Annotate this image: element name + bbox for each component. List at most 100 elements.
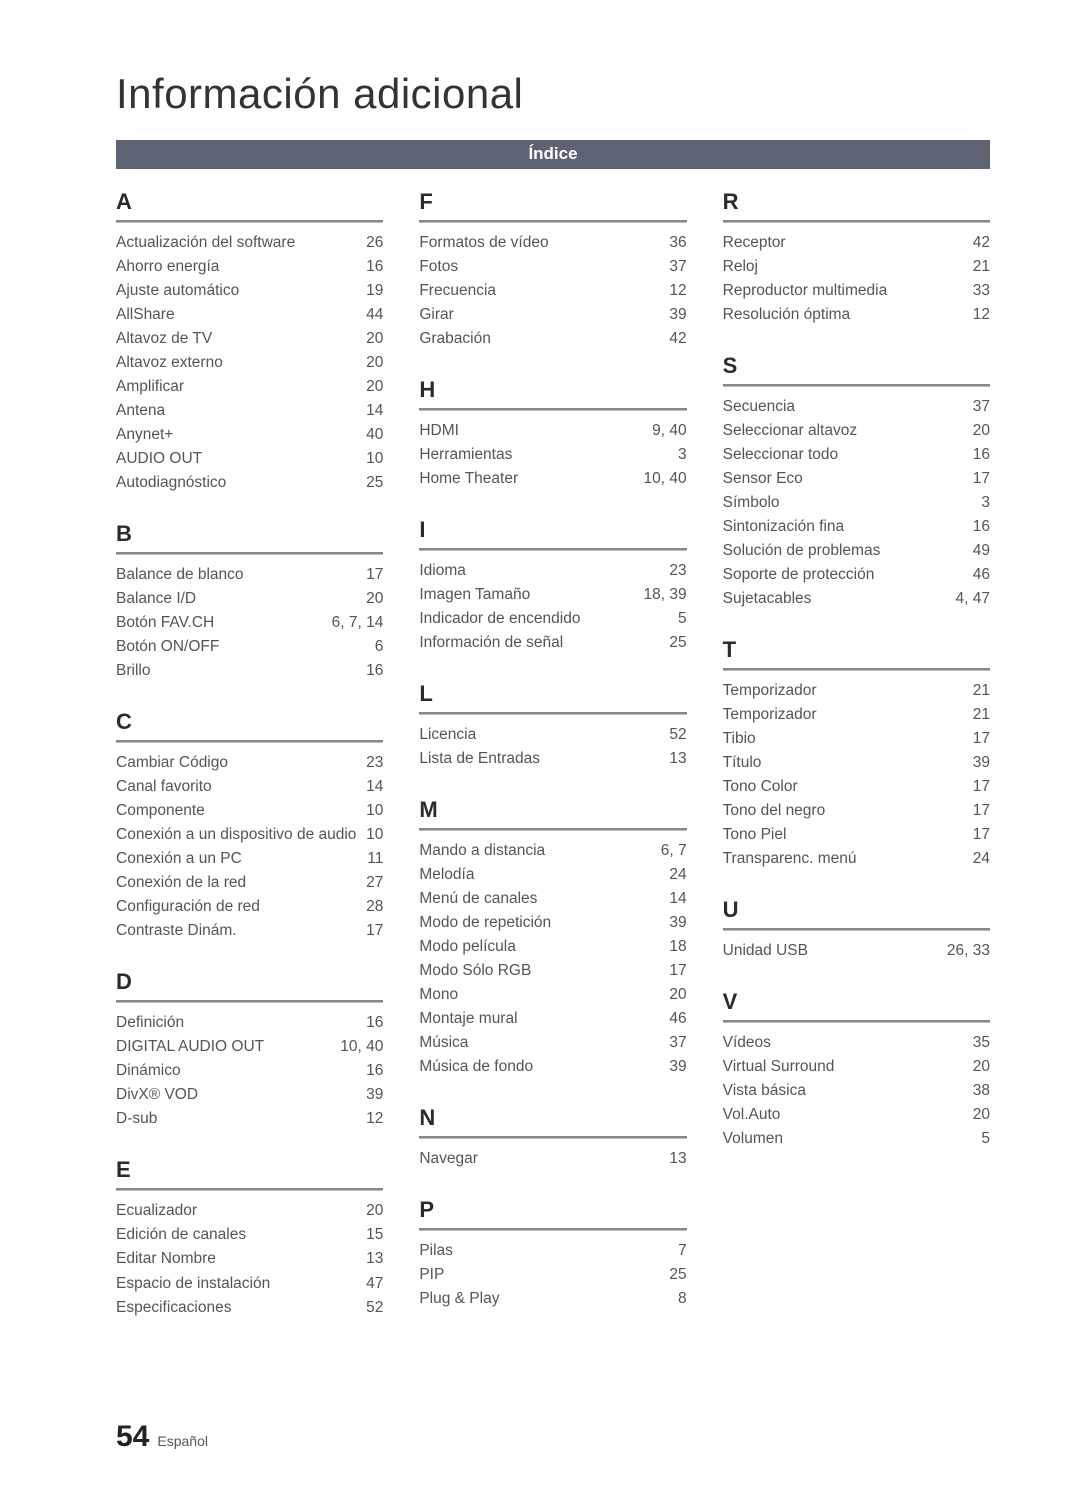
section-rule [419,220,686,223]
index-entry: Reproductor multimedia33 [723,279,990,303]
section-rule [419,712,686,715]
index-entry: Anynet+40 [116,423,383,447]
section-letter: L [419,681,686,709]
entry-page: 25 [669,631,686,655]
index-entry: Idioma23 [419,559,686,583]
entry-page: 17 [366,563,383,587]
index-entry: Plug & Play8 [419,1287,686,1311]
entry-label: Temporizador [723,679,973,703]
page-title: Información adicional [116,70,990,118]
entry-label: Especificaciones [116,1296,366,1320]
entry-page: 36 [669,231,686,255]
entry-label: Ahorro energía [116,255,366,279]
index-entry: Pilas7 [419,1239,686,1263]
index-entry: Formatos de vídeo36 [419,231,686,255]
index-entry: Canal favorito14 [116,775,383,799]
index-entry: Virtual Surround20 [723,1055,990,1079]
index-column: A Actualización del software26Ahorro ener… [116,189,383,1346]
entry-page: 25 [669,1263,686,1287]
entry-page: 3 [678,443,687,467]
entry-page: 20 [366,351,383,375]
index-entry: Componente10 [116,799,383,823]
index-section: UUnidad USB26, 33 [723,897,990,963]
index-entry: Altavoz de TV20 [116,327,383,351]
index-entry: Navegar13 [419,1147,686,1171]
entry-label: Temporizador [723,703,973,727]
section-letter: S [723,353,990,381]
entry-label: Espacio de instalación [116,1272,366,1296]
entry-label: Secuencia [723,395,973,419]
entry-page: 25 [366,471,383,495]
entry-label: Imagen Tamaño [419,583,643,607]
index-entry: Reloj21 [723,255,990,279]
entry-page: 13 [669,1147,686,1171]
section-letter: N [419,1105,686,1133]
index-section: TTemporizador21Temporizador21Tibio17Títu… [723,637,990,871]
index-entry: HDMI9, 40 [419,419,686,443]
entry-label: Autodiagnóstico [116,471,366,495]
section-rule [116,1188,383,1191]
section-letter: U [723,897,990,925]
entry-page: 17 [973,799,990,823]
section-rule [419,1228,686,1231]
entry-page: 18, 39 [644,583,687,607]
entry-page: 5 [678,607,687,631]
index-entry: Tono Color17 [723,775,990,799]
section-letter: A [116,189,383,217]
index-entry: Tibio17 [723,727,990,751]
entry-label: Altavoz de TV [116,327,366,351]
section-rule [116,552,383,555]
index-section: EEcualizador20Edición de canales15Editar… [116,1157,383,1319]
index-entry: Modo Sólo RGB17 [419,959,686,983]
section-rule [116,740,383,743]
entry-page: 52 [366,1296,383,1320]
entry-page: 5 [981,1127,990,1151]
entry-page: 52 [669,723,686,747]
entry-page: 38 [973,1079,990,1103]
entry-page: 6 [375,635,384,659]
index-entry: Actualización del software26 [116,231,383,255]
entry-label: Reproductor multimedia [723,279,973,303]
index-entry: Transparenc. menú24 [723,847,990,871]
entry-page: 17 [669,959,686,983]
entry-page: 12 [366,1107,383,1131]
index-entry: Conexión a un PC11 [116,847,383,871]
index-entry: Tono Piel17 [723,823,990,847]
entry-page: 3 [981,491,990,515]
entry-label: Home Theater [419,467,643,491]
section-rule [419,408,686,411]
entry-label: Altavoz externo [116,351,366,375]
index-entry: Título39 [723,751,990,775]
index-entry: Montaje mural46 [419,1007,686,1031]
entry-page: 18 [669,935,686,959]
entry-page: 27 [366,871,383,895]
index-entry: Temporizador21 [723,679,990,703]
index-entry: Ajuste automático19 [116,279,383,303]
entry-label: Plug & Play [419,1287,678,1311]
entry-page: 14 [669,887,686,911]
index-entry: Seleccionar todo16 [723,443,990,467]
section-rule [723,384,990,387]
section-letter: D [116,969,383,997]
entry-label: Seleccionar altavoz [723,419,973,443]
entry-label: DIGITAL AUDIO OUT [116,1035,340,1059]
entry-label: Música [419,1031,669,1055]
entry-label: Unidad USB [723,939,947,963]
entry-page: 21 [973,255,990,279]
entry-page: 39 [366,1083,383,1107]
footer-page-number: 54 [116,1420,149,1454]
entry-label: Seleccionar todo [723,443,973,467]
index-entry: AUDIO OUT10 [116,447,383,471]
entry-label: Montaje mural [419,1007,669,1031]
section-rule [419,828,686,831]
index-entry: Especificaciones52 [116,1296,383,1320]
entry-page: 39 [669,303,686,327]
index-section: N Navegar13 [419,1105,686,1171]
entry-page: 7 [678,1239,687,1263]
index-entry: Información de señal25 [419,631,686,655]
index-entry: Dinámico16 [116,1059,383,1083]
index-entry: Sujetacables4, 47 [723,587,990,611]
entry-page: 16 [973,515,990,539]
section-rule [723,1020,990,1023]
entry-label: Antena [116,399,366,423]
